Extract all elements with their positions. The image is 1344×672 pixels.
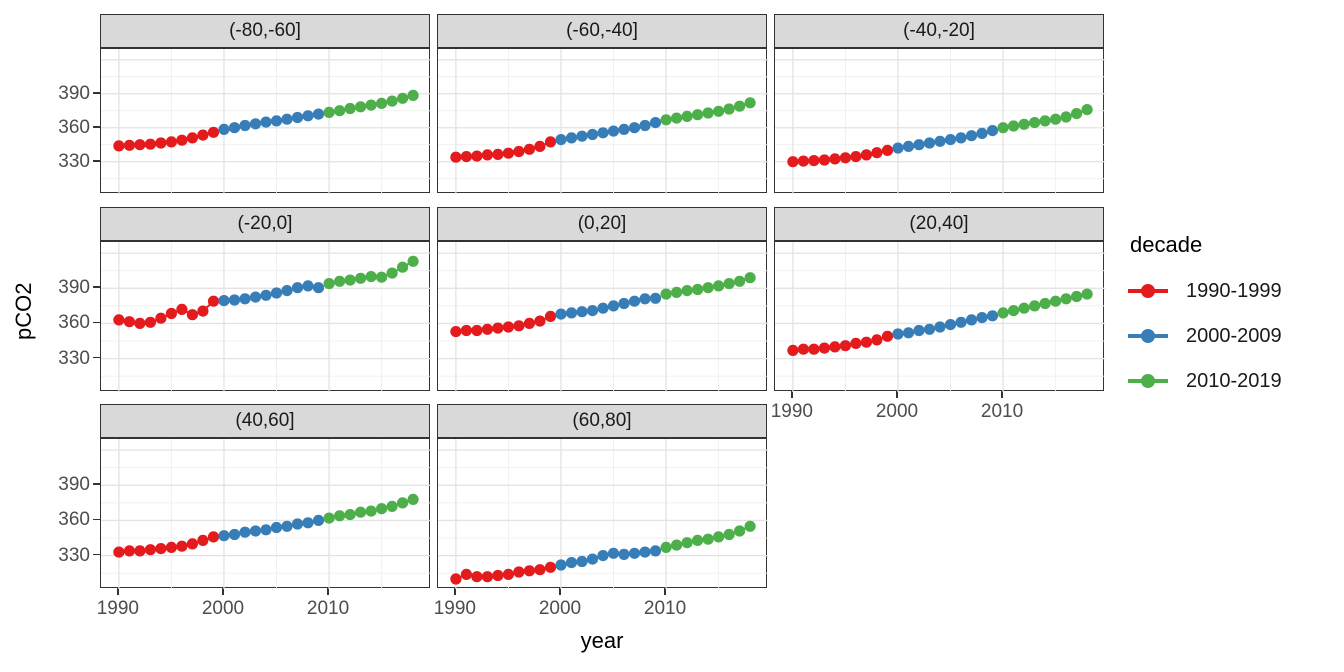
y-axis-title: pCO2: [11, 282, 36, 340]
y-tick-label: 360: [58, 312, 90, 334]
facet-strip-label: (-20,0]: [100, 207, 430, 241]
x-tick-mark: [222, 588, 224, 595]
y-tick-label: 360: [58, 509, 90, 531]
x-tick-mark: [896, 391, 898, 398]
legend-entry-label: 2000-2009: [1186, 324, 1282, 347]
x-tick-label: 1990: [433, 598, 476, 619]
y-tick-mark: [93, 321, 100, 324]
facet-plot-area: [101, 49, 431, 194]
legend-title: decade: [1130, 232, 1203, 257]
y-tick-mark: [93, 91, 100, 94]
facet-plot-area: [775, 49, 1105, 194]
x-tick-label: 2010: [643, 598, 687, 619]
x-tick-label: 2010: [306, 598, 350, 619]
y-tick-mark: [93, 286, 100, 289]
facet-strip-label: (-60,-40]: [437, 14, 767, 48]
y-tick-mark: [93, 356, 100, 359]
facet-panel: [774, 48, 1105, 194]
y-tick-mark: [93, 483, 100, 486]
facet-panel: [100, 241, 431, 392]
facet-panel: [100, 48, 431, 194]
facet-panel: [437, 48, 768, 194]
x-axis-title: year: [580, 628, 624, 653]
x-tick-label: 1990: [96, 598, 139, 619]
legend-entry: 2010-2019: [1128, 368, 1342, 394]
x-tick-label: 2000: [538, 598, 582, 619]
facet-strip-label: (-40,-20]: [774, 14, 1104, 48]
facet-plot-area: [775, 242, 1105, 392]
legend-key-icon: [1128, 278, 1168, 304]
facet-panel: [100, 438, 431, 589]
x-tick-label: 2000: [201, 598, 245, 619]
facet-strip-label: (60,80]: [437, 404, 767, 438]
facet-panel: [437, 241, 768, 392]
facet-strip-label: (-80,-60]: [100, 14, 430, 48]
x-tick-label: 2000: [875, 401, 919, 422]
y-tick-label: 390: [58, 474, 90, 496]
facet-plot-area: [101, 439, 431, 589]
x-tick-label: 1990: [770, 401, 813, 422]
x-tick-mark: [664, 588, 666, 595]
y-tick-label: 390: [58, 82, 90, 104]
facet-strip-label: (0,20]: [437, 207, 767, 241]
x-tick-mark: [1001, 391, 1003, 398]
facet-panel: [774, 241, 1105, 392]
facet-strip-label: (20,40]: [774, 207, 1104, 241]
y-tick-mark: [93, 159, 100, 162]
x-tick-mark: [454, 588, 456, 595]
y-tick-mark: [93, 553, 100, 556]
y-tick-label: 330: [58, 347, 90, 369]
y-tick-label: 330: [58, 150, 90, 172]
facet-plot-area: [438, 49, 768, 194]
facet-plot-area: [101, 242, 431, 392]
x-tick-mark: [327, 588, 329, 595]
facet-plot-area: [438, 242, 768, 392]
x-tick-mark: [791, 391, 793, 398]
legend-entry: 1990-1999: [1128, 278, 1342, 304]
facet-panel: [437, 438, 768, 589]
x-tick-mark: [117, 588, 119, 595]
legend-entry-label: 1990-1999: [1186, 279, 1282, 302]
y-tick-label: 390: [58, 277, 90, 299]
legend-key-icon: [1128, 368, 1168, 394]
y-tick-label: 330: [58, 544, 90, 566]
y-tick-mark: [93, 518, 100, 521]
x-tick-label: 2010: [980, 401, 1024, 422]
legend: decade 1990-1999 2000-2009 2010-2019: [1128, 232, 1342, 413]
y-tick-mark: [93, 125, 100, 128]
legend-entry: 2000-2009: [1128, 323, 1342, 349]
legend-entry-label: 2010-2019: [1186, 369, 1282, 392]
x-tick-mark: [559, 588, 561, 595]
legend-key-icon: [1128, 323, 1168, 349]
facet-plot-area: [438, 439, 768, 589]
facet-strip-label: (40,60]: [100, 404, 430, 438]
y-tick-label: 360: [58, 116, 90, 138]
